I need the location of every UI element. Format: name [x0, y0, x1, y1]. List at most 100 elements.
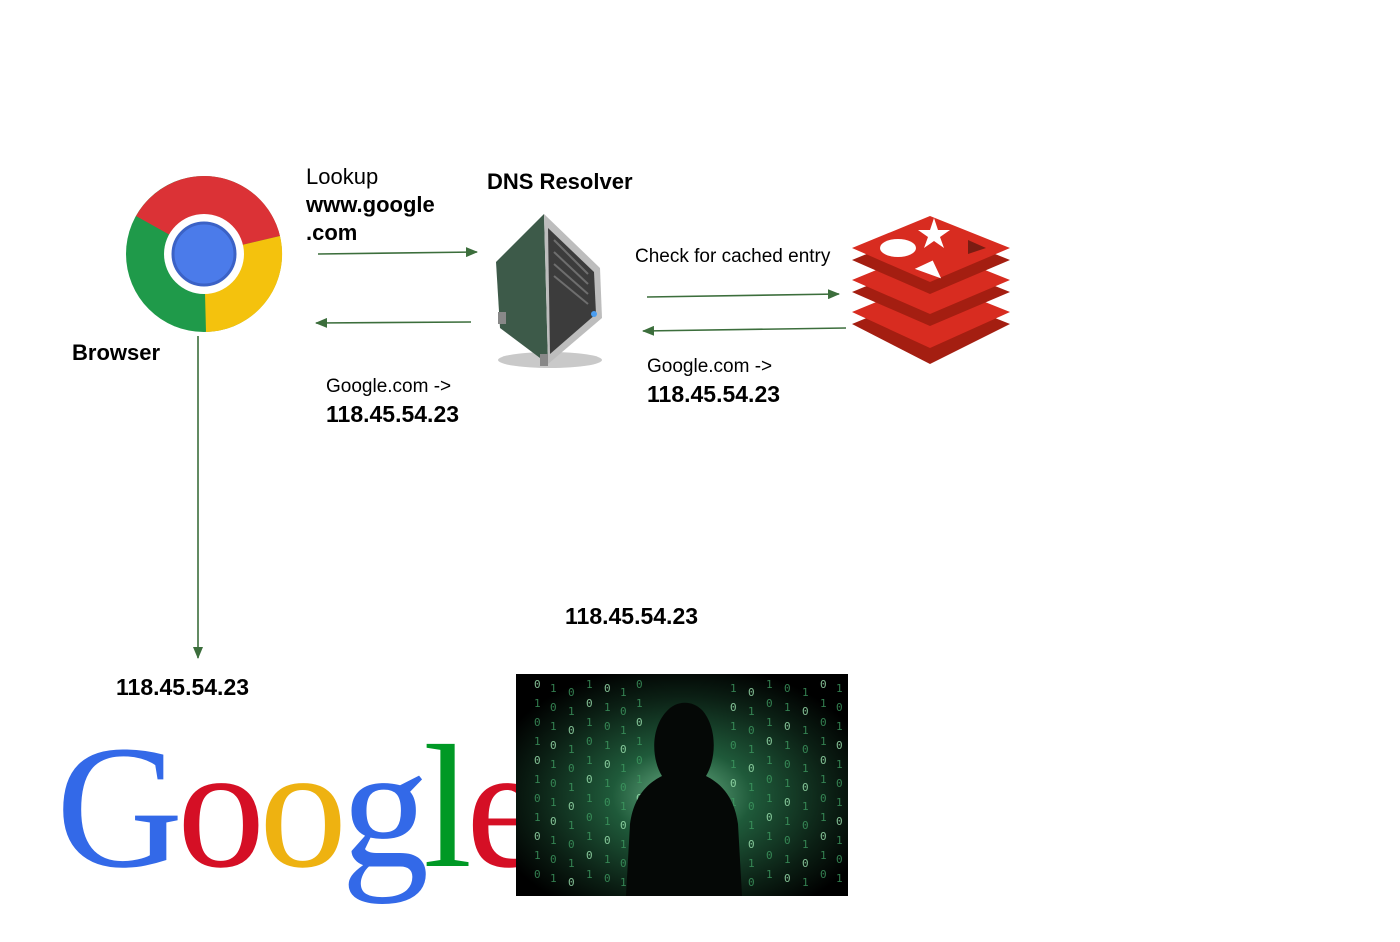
svg-text:0: 0 [766, 735, 773, 748]
svg-text:0: 0 [534, 754, 541, 767]
svg-text:1: 1 [534, 773, 541, 786]
svg-text:0: 0 [748, 800, 755, 813]
svg-text:0: 0 [730, 739, 737, 752]
svg-text:1: 1 [730, 682, 737, 695]
svg-text:1: 1 [534, 735, 541, 748]
svg-text:1: 1 [820, 735, 827, 748]
google-letter-l: l [423, 710, 472, 905]
svg-text:1: 1 [820, 811, 827, 824]
svg-text:1: 1 [748, 743, 755, 756]
svg-text:1: 1 [586, 830, 593, 843]
svg-text:0: 0 [836, 815, 843, 828]
svg-text:0: 0 [784, 682, 791, 695]
svg-text:0: 0 [748, 724, 755, 737]
svg-text:0: 0 [620, 857, 627, 870]
svg-text:1: 1 [784, 777, 791, 790]
svg-text:0: 0 [766, 773, 773, 786]
google-ip-label: 118.45.54.23 [116, 674, 250, 700]
cache-response-mapping: Google.com -> [647, 356, 773, 377]
svg-text:0: 0 [784, 872, 791, 885]
svg-text:0: 0 [784, 758, 791, 771]
lookup-label: Lookup [306, 164, 379, 189]
svg-text:0: 0 [586, 811, 593, 824]
svg-text:0: 0 [766, 697, 773, 710]
svg-text:1: 1 [766, 830, 773, 843]
svg-text:0: 0 [550, 853, 557, 866]
browser-label: Browser [72, 340, 161, 365]
cache-check-label: Check for cached entry [635, 246, 831, 267]
svg-text:1: 1 [534, 849, 541, 862]
svg-text:0: 0 [748, 686, 755, 699]
svg-text:1: 1 [620, 800, 627, 813]
svg-text:0: 0 [636, 678, 643, 691]
google-letter-o2: o [259, 710, 347, 905]
svg-text:1: 1 [534, 811, 541, 824]
svg-text:0: 0 [802, 743, 809, 756]
svg-text:0: 0 [836, 853, 843, 866]
svg-text:1: 1 [730, 720, 737, 733]
svg-text:0: 0 [820, 678, 827, 691]
svg-text:0: 0 [550, 815, 557, 828]
svg-text:1: 1 [568, 819, 575, 832]
svg-text:1: 1 [802, 762, 809, 775]
server-icon [496, 214, 602, 368]
svg-text:1: 1 [748, 781, 755, 794]
svg-text:0: 0 [784, 796, 791, 809]
svg-text:1: 1 [802, 686, 809, 699]
svg-text:1: 1 [586, 754, 593, 767]
svg-text:0: 0 [766, 811, 773, 824]
lookup-domain-line2: .com [306, 220, 358, 245]
svg-text:0: 0 [586, 697, 593, 710]
svg-text:0: 0 [604, 834, 611, 847]
arrow-dns-to-browser [315, 317, 472, 328]
svg-text:1: 1 [802, 876, 809, 889]
google-letter-g: G [56, 710, 183, 905]
svg-text:1: 1 [784, 739, 791, 752]
chrome-logo-icon [126, 176, 283, 332]
binary-rain: 0101010101010101010101010101010101010101… [534, 678, 843, 889]
google-letter-g2: g [341, 710, 429, 905]
svg-text:1: 1 [784, 701, 791, 714]
svg-text:0: 0 [636, 754, 643, 767]
svg-text:0: 0 [620, 705, 627, 718]
svg-text:0: 0 [636, 716, 643, 729]
svg-text:0: 0 [784, 834, 791, 847]
svg-text:1: 1 [820, 697, 827, 710]
svg-text:1: 1 [620, 762, 627, 775]
svg-text:1: 1 [802, 800, 809, 813]
svg-text:0: 0 [620, 781, 627, 794]
svg-text:1: 1 [784, 853, 791, 866]
attacker-ip-label: 118.45.54.23 [565, 603, 699, 629]
svg-text:1: 1 [836, 720, 843, 733]
svg-text:0: 0 [604, 796, 611, 809]
svg-text:1: 1 [620, 686, 627, 699]
svg-text:0: 0 [730, 701, 737, 714]
resolver-response-ip: 118.45.54.23 [326, 401, 460, 427]
svg-text:1: 1 [836, 834, 843, 847]
svg-text:1: 1 [766, 678, 773, 691]
svg-text:0: 0 [748, 876, 755, 889]
svg-text:0: 0 [586, 735, 593, 748]
svg-text:1: 1 [586, 792, 593, 805]
svg-text:1: 1 [550, 834, 557, 847]
svg-text:1: 1 [766, 754, 773, 767]
svg-text:1: 1 [836, 682, 843, 695]
svg-text:1: 1 [748, 705, 755, 718]
svg-text:0: 0 [568, 762, 575, 775]
svg-text:1: 1 [836, 758, 843, 771]
svg-text:0: 0 [748, 762, 755, 775]
svg-text:1: 1 [604, 739, 611, 752]
svg-text:1: 1 [620, 876, 627, 889]
svg-text:1: 1 [550, 682, 557, 695]
svg-text:0: 0 [586, 773, 593, 786]
svg-text:1: 1 [730, 796, 737, 809]
svg-text:0: 0 [802, 781, 809, 794]
hooded-hacker-icon: 0101010101010101010101010101010101010101… [516, 674, 848, 896]
svg-text:1: 1 [766, 792, 773, 805]
svg-text:0: 0 [784, 720, 791, 733]
redis-logo-icon [852, 216, 1010, 364]
svg-text:0: 0 [820, 868, 827, 881]
svg-text:1: 1 [730, 758, 737, 771]
svg-text:0: 0 [836, 739, 843, 752]
svg-text:0: 0 [820, 754, 827, 767]
